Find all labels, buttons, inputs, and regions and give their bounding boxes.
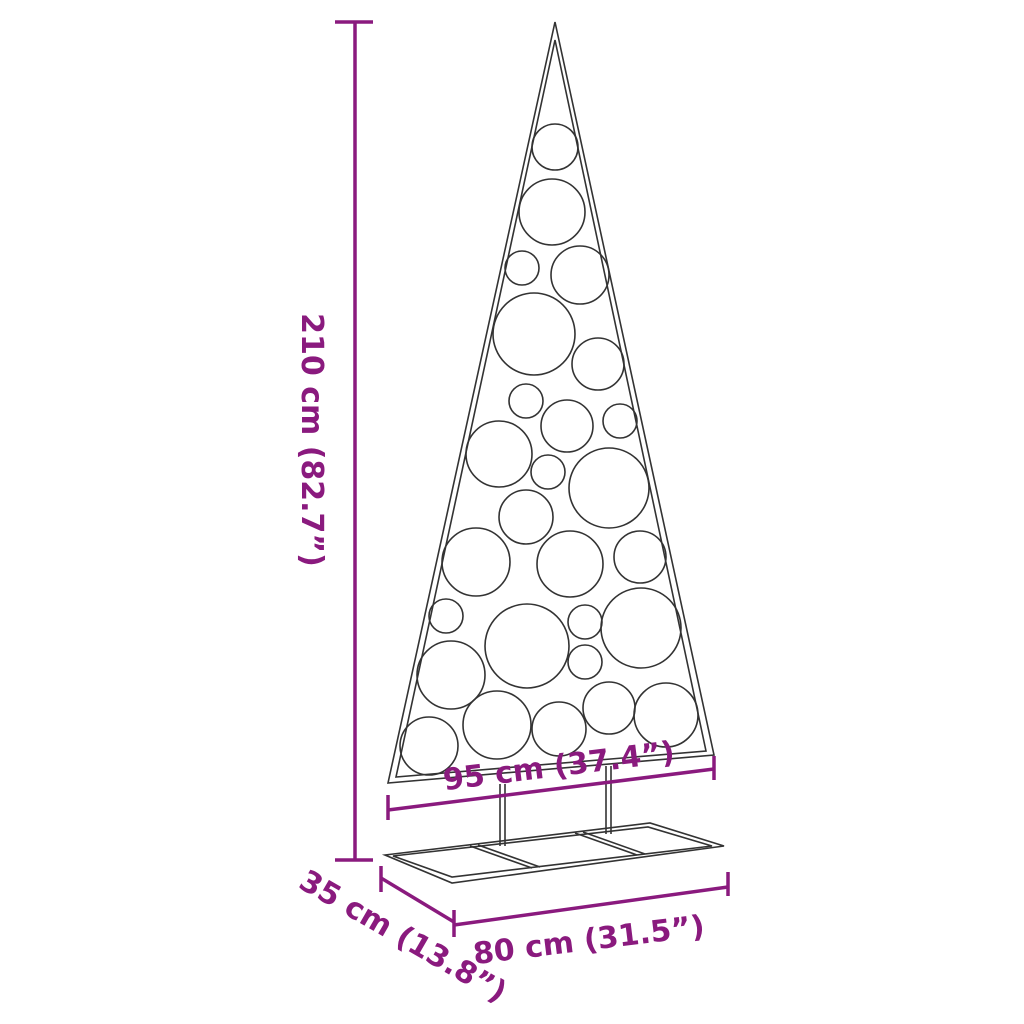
tree-width-dimension-line xyxy=(387,767,715,812)
ornament-ring xyxy=(567,644,603,680)
ornament-ring xyxy=(571,337,625,391)
ornament-ring xyxy=(441,527,511,597)
ornament-ring xyxy=(531,701,587,757)
ornament-ring xyxy=(540,399,594,453)
ornament-ring xyxy=(484,603,570,689)
ornament-ring xyxy=(568,447,650,529)
ornament-ring xyxy=(399,716,459,776)
ornament-ring xyxy=(633,682,699,748)
ornament-ring xyxy=(462,690,532,760)
ornament-ring xyxy=(567,604,603,640)
ornament-ring xyxy=(518,178,586,246)
ornament-ring xyxy=(465,420,533,488)
ornament-ring xyxy=(536,530,604,598)
ornament-rings xyxy=(399,123,699,776)
ornament-ring xyxy=(530,454,566,490)
ornament-ring xyxy=(582,681,636,735)
ornament-ring xyxy=(508,383,544,419)
tree-frame xyxy=(381,21,725,884)
base-tray xyxy=(381,822,725,884)
base-depth-dimension-line xyxy=(380,876,455,924)
tree-outer-frame xyxy=(386,21,715,784)
ornament-ring xyxy=(492,292,576,376)
ornament-ring xyxy=(531,123,579,171)
tree-inner-frame xyxy=(394,39,707,778)
ornament-ring xyxy=(613,530,667,584)
ornament-ring xyxy=(550,245,610,305)
ornament-ring xyxy=(504,250,540,286)
ornament-ring xyxy=(602,403,638,439)
ornament-ring xyxy=(428,598,464,634)
dimension-lines xyxy=(335,20,730,937)
ornament-ring xyxy=(600,587,682,669)
height-label: 210 cm (82.7”) xyxy=(294,313,329,567)
ornament-ring xyxy=(416,640,486,710)
base-width-dimension-line xyxy=(453,885,729,927)
ornament-ring xyxy=(498,489,554,545)
